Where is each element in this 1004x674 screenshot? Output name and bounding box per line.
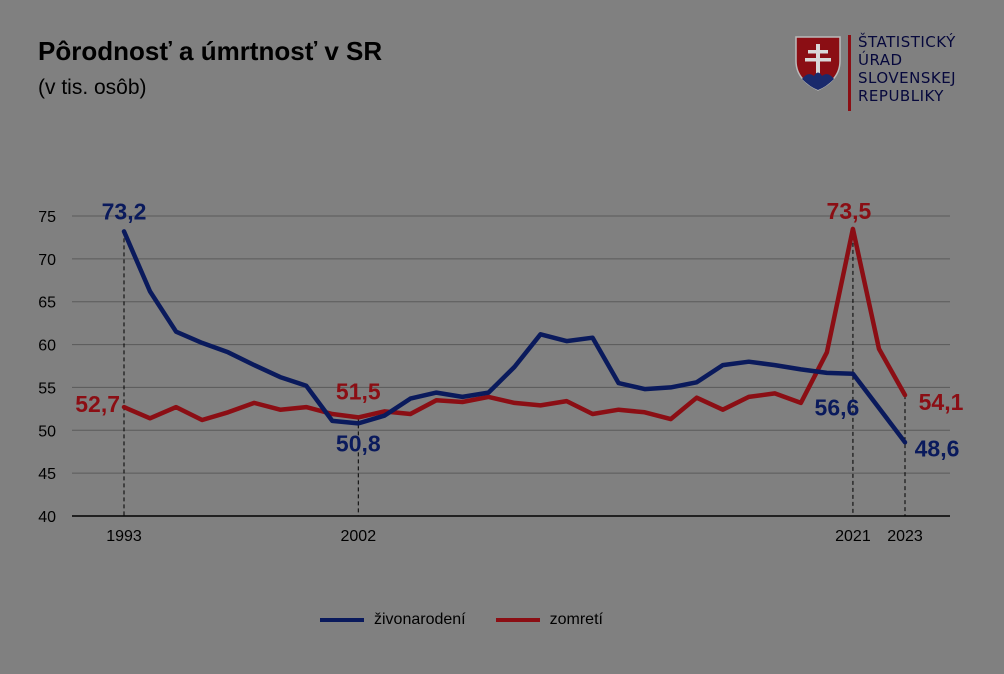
chart-title: Pôrodnosť a úmrtnosť v SR <box>38 36 383 66</box>
data-label: 52,7 <box>75 391 120 417</box>
legend-swatch-births <box>320 618 364 622</box>
data-label: 50,8 <box>336 430 381 456</box>
y-tick-label: 45 <box>38 466 56 483</box>
x-tick-label: 2002 <box>341 528 377 545</box>
y-tick-label: 65 <box>38 295 56 312</box>
statistical-office-logo: ŠTATISTICKÝ ÚRAD SLOVENSKEJ REPUBLIKY <box>794 33 994 113</box>
coat-of-arms-icon <box>795 36 841 91</box>
logo-line: SLOVENSKEJ <box>858 69 957 87</box>
data-label: 73,5 <box>827 198 872 224</box>
data-label: 56,6 <box>815 395 860 421</box>
x-tick-label: 2021 <box>835 528 871 545</box>
data-label: 48,6 <box>915 435 960 461</box>
y-tick-label: 40 <box>38 509 56 526</box>
legend-swatch-deaths <box>495 618 540 622</box>
series-line-births <box>121 229 908 445</box>
x-tick-label: 1993 <box>106 528 142 545</box>
chart-legend: živonarodení zomretí <box>320 608 633 632</box>
logo-text: ŠTATISTICKÝ ÚRAD SLOVENSKEJ REPUBLIKY <box>858 33 956 105</box>
legend-label-births: živonarodení <box>374 611 466 628</box>
chart-subtitle: (v tis. osôb) <box>38 76 147 99</box>
y-tick-label: 60 <box>38 338 56 355</box>
logo-line: REPUBLIKY <box>858 87 944 105</box>
legend-item-births: živonarodení <box>320 611 466 629</box>
x-tick-label: 2023 <box>887 528 923 545</box>
line-chart: 40 45 50 55 60 65 70 75 1993 2002 2021 2023 73,2 52,7… <box>38 198 964 545</box>
logo-line: ŠTATISTICKÝ <box>858 33 956 51</box>
y-tick-label: 55 <box>38 380 56 397</box>
data-label: 51,5 <box>336 378 381 404</box>
data-label: 54,1 <box>919 389 964 415</box>
logo-divider <box>848 35 851 111</box>
y-tick-label: 75 <box>38 209 56 226</box>
legend-label-deaths: zomretí <box>549 611 603 628</box>
y-tick-label: 50 <box>38 423 56 440</box>
logo-line: ÚRAD <box>858 51 903 69</box>
data-label: 73,2 <box>102 198 147 224</box>
y-tick-label: 70 <box>38 252 56 269</box>
series-line-deaths <box>121 226 908 423</box>
legend-item-deaths: zomretí <box>495 611 603 629</box>
